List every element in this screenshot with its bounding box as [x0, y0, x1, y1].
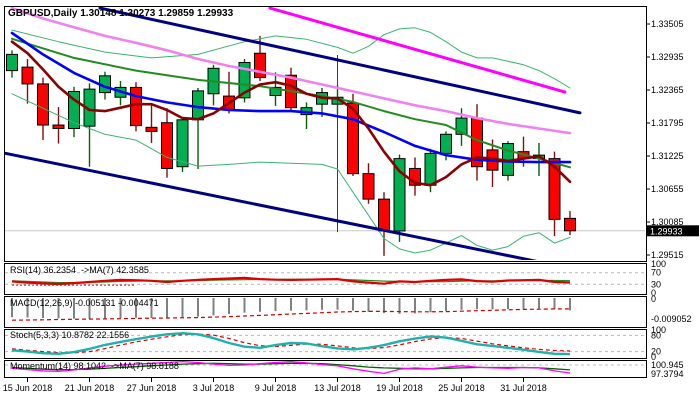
price-axis-label: 1.31225 — [651, 151, 684, 161]
bull-candle-body — [176, 119, 189, 168]
date-axis-label: 9 Jul 2018 — [255, 383, 297, 393]
price-axis-label: 1.31795 — [651, 118, 684, 128]
price-axis-label: 1.33505 — [651, 19, 684, 29]
date-axis-label: 21 Jun 2018 — [65, 383, 115, 393]
chart-title: GBPUSD,Daily 1.30148 1.30273 1.29859 1.2… — [8, 8, 234, 19]
current-price-badge-text: 1.29933 — [650, 226, 683, 236]
candle — [362, 163, 375, 204]
rsi-line — [11, 276, 571, 286]
bear-candle-body — [254, 52, 266, 79]
bear-candle-body — [564, 217, 576, 232]
channel-lower — [5, 151, 538, 260]
rsi-axis-label: 100 — [651, 259, 666, 269]
candle — [37, 77, 49, 141]
main-chart-content — [5, 7, 645, 260]
steep-trendline — [268, 7, 567, 94]
bull-candle-body — [269, 86, 282, 96]
candle — [409, 157, 421, 196]
bear-candle-body — [145, 126, 158, 132]
price-axis-label: 1.30655 — [651, 184, 684, 194]
rsi-axis-label: 30 — [651, 279, 661, 289]
bollinger-lower-line — [11, 93, 571, 254]
rsi-axis-label: 70 — [651, 268, 661, 278]
candle — [52, 107, 65, 144]
price-axis-label: 1.32365 — [651, 85, 684, 95]
bull-candle-body — [6, 53, 18, 72]
channel-upper — [98, 7, 582, 115]
date-axis-label: 27 Jun 2018 — [127, 383, 177, 393]
bear-candle-body — [362, 173, 375, 200]
candle — [6, 50, 18, 78]
current-price-badge — [647, 225, 699, 237]
momentum-axis-label: 97.3794 — [651, 369, 684, 379]
bull-candle-body — [440, 133, 452, 154]
price-axis-label: 1.29515 — [651, 250, 684, 260]
bull-candle-body — [424, 152, 437, 186]
candle — [238, 59, 251, 103]
price-axis-label: 1.30085 — [651, 217, 684, 227]
price-axis-label: 1.32935 — [651, 52, 684, 62]
bull-candle-body — [455, 117, 468, 135]
stoch-axis-label: 80 — [651, 330, 661, 340]
bear-candle-body — [548, 158, 561, 220]
ma-verylong-line — [10, 7, 572, 135]
candle — [176, 116, 189, 172]
stoch-axis-label: 20 — [651, 347, 661, 357]
momentum-axis-label: 100.945 — [651, 360, 684, 370]
candle — [68, 86, 80, 138]
date-axis-label: 19 Jul 2018 — [376, 383, 423, 393]
rsi-indicator-label: RSI(14) 36.2354 ->MA(7) 42.3585 — [10, 265, 149, 275]
bull-candle-body — [68, 90, 80, 129]
bear-candle-body — [378, 198, 390, 232]
bear-candle-body — [347, 102, 359, 175]
date-axis-label: 3 Jul 2018 — [193, 383, 235, 393]
candle — [161, 108, 173, 178]
momentum-line — [11, 360, 571, 375]
bull-candle-body — [393, 158, 406, 232]
macd-indicator-label: MACD(12,26,9) -0.005131 -0.004471 — [10, 298, 159, 308]
bear-candle-body — [37, 83, 49, 126]
momentum-indicator-label: Momentum(14) 98.1042 ->MA(7) 98.8188 — [10, 361, 179, 371]
bull-candle-body — [238, 61, 251, 99]
bear-candle-body — [409, 167, 421, 186]
candle — [564, 211, 576, 236]
candle — [130, 82, 142, 132]
stoch-k-line — [11, 332, 571, 356]
stoch-d-line — [11, 333, 571, 354]
bear-candle-body — [21, 66, 34, 85]
rsi-axis-label: 0 — [651, 288, 656, 298]
bear-candle-body — [52, 124, 65, 129]
stoch-indicator-label: Stoch(5,3,3) 10.8782 22.1556 — [10, 330, 130, 340]
candle — [393, 154, 406, 242]
macd-signal-line — [11, 308, 570, 321]
date-axis-label: 15 Jun 2018 — [3, 383, 53, 393]
bear-candle-body — [161, 122, 173, 169]
stoch-axis-label: 0 — [651, 352, 656, 362]
bollinger-upper-line — [11, 27, 571, 89]
date-axis-label: 25 Jul 2018 — [438, 383, 485, 393]
candle — [145, 105, 158, 143]
ma-slow-line — [10, 31, 572, 164]
macd-axis-label: -0.009052 — [651, 314, 692, 324]
ma-long-line — [11, 37, 571, 169]
bear-candle-body — [130, 86, 142, 127]
date-axis-label: 31 Jul 2018 — [500, 383, 547, 393]
macd-axis-label: 0 — [651, 294, 656, 304]
stoch-axis-label: 100 — [651, 325, 666, 335]
ma-fast-line — [10, 40, 572, 187]
candle — [21, 59, 34, 104]
date-axis-label: 13 Jul 2018 — [314, 383, 361, 393]
